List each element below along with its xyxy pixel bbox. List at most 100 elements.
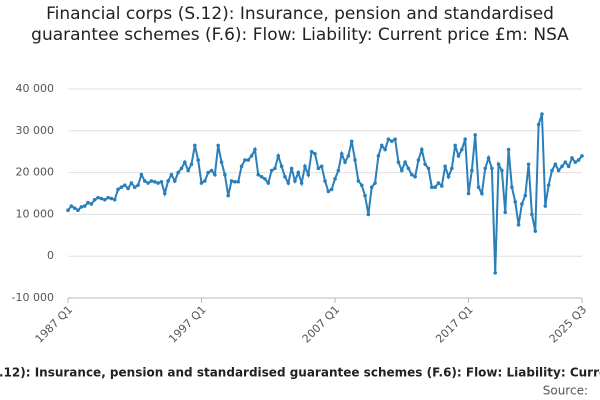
data-point (349, 139, 354, 144)
data-point (323, 179, 327, 183)
data-point (506, 147, 511, 152)
data-point (239, 164, 244, 169)
data-point (430, 185, 434, 190)
data-point (486, 156, 491, 160)
data-point (536, 122, 541, 127)
data-point (329, 187, 334, 192)
data-point (76, 208, 80, 213)
data-point (243, 158, 247, 162)
data-point (570, 156, 574, 160)
data-point (283, 174, 287, 179)
data-point (233, 179, 237, 184)
data-point (299, 181, 304, 185)
data-point (122, 183, 127, 187)
data-point (159, 179, 164, 184)
data-point (440, 184, 444, 188)
data-point (580, 154, 584, 158)
source: Source: (543, 384, 588, 398)
data-point (389, 139, 394, 144)
data-point (490, 166, 494, 171)
data-point (209, 168, 214, 173)
data-point (496, 162, 501, 167)
y-tick-label: -10 000 (12, 291, 54, 304)
data-point (102, 197, 107, 202)
data-point (470, 168, 474, 173)
data-point (116, 187, 120, 192)
data-point (66, 208, 70, 213)
data-point (399, 168, 404, 173)
y-tick-label: 20 000 (16, 166, 55, 179)
data-point (236, 179, 241, 184)
y-tick-label: 0 (47, 249, 54, 262)
data-point (573, 160, 578, 164)
data-point (523, 193, 528, 198)
data-point (142, 179, 147, 183)
data-point (526, 162, 531, 167)
data-point (386, 137, 391, 141)
data-point (406, 166, 411, 171)
data-point (156, 181, 160, 185)
data-point (173, 179, 177, 183)
data-point (466, 191, 471, 196)
data-point (566, 164, 571, 169)
data-point (196, 158, 200, 162)
data-point (419, 147, 424, 152)
data-point (366, 212, 371, 217)
data-point (510, 185, 514, 190)
data-point (306, 172, 311, 177)
data-point (436, 181, 441, 185)
data-point (433, 185, 437, 190)
data-point (286, 181, 291, 185)
data-point (560, 164, 564, 169)
data-point (393, 137, 397, 141)
data-point (166, 179, 170, 183)
data-point (316, 166, 321, 171)
data-point (112, 197, 117, 202)
data-point (476, 185, 481, 190)
y-tick-label: 30 000 (16, 124, 55, 137)
data-point (273, 166, 277, 171)
x-tick-label: 2007 Q1 (300, 303, 343, 346)
data-point (146, 181, 150, 185)
data-point (152, 179, 157, 184)
data-point (503, 210, 508, 215)
data-point (269, 168, 274, 173)
data-point (456, 154, 461, 158)
data-point (333, 177, 337, 181)
data-point (516, 223, 521, 227)
data-point (520, 202, 524, 206)
x-tick-label: 2025 Q3 (547, 303, 590, 346)
data-point (450, 166, 454, 171)
data-point (89, 202, 94, 206)
data-point (373, 181, 377, 185)
data-point (319, 164, 324, 169)
y-tick-label: 10 000 (16, 207, 55, 220)
data-point (563, 160, 568, 164)
data-point (219, 160, 224, 164)
data-point (453, 143, 457, 148)
data-point (336, 168, 341, 173)
data-point (313, 151, 317, 156)
data-point (326, 189, 331, 194)
data-point (199, 181, 204, 185)
data-point (229, 179, 234, 183)
data-point (493, 271, 498, 275)
data-point (543, 204, 548, 208)
data-point (426, 166, 431, 171)
data-point (129, 181, 134, 185)
legend-entry: Financial corps (S.12): Insurance, pensi… (0, 366, 600, 380)
data-point (193, 143, 197, 148)
data-point (343, 160, 347, 164)
data-point (179, 166, 184, 171)
data-point (203, 179, 207, 183)
data-point (256, 172, 261, 177)
data-point (132, 185, 137, 190)
series-line (67, 113, 583, 273)
data-point (409, 172, 414, 177)
data-point (79, 205, 84, 209)
data-point (309, 149, 314, 154)
data-point (162, 191, 167, 196)
data-point (92, 197, 97, 202)
